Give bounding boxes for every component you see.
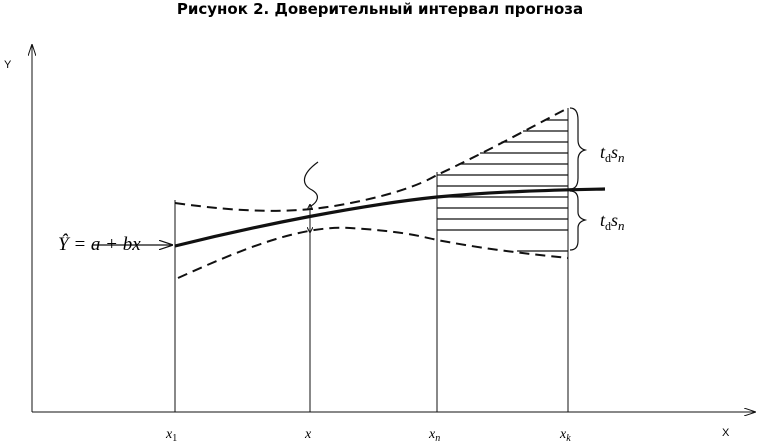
x-mark: xn [428,427,440,444]
brace-lower [569,190,588,251]
verticals [174,108,569,412]
hatching [437,119,568,252]
x-mark: x1 [165,427,177,444]
y-axis-label: Y [4,59,12,71]
brace-upper [569,107,588,190]
regression-line [174,187,606,248]
equation: Ŷ = a + bx [58,233,141,255]
squiggle [303,161,319,207]
interval-label: tdsn [600,142,625,165]
x-mark: x [304,427,312,442]
lower-bound [177,226,569,279]
upper-bound [174,107,569,212]
x-mark: xk [559,427,571,444]
title: Рисунок 2. Доверительный интервал прогно… [177,0,583,18]
x-axis-label: X [722,427,730,439]
interval-label: tdsn [600,210,625,233]
